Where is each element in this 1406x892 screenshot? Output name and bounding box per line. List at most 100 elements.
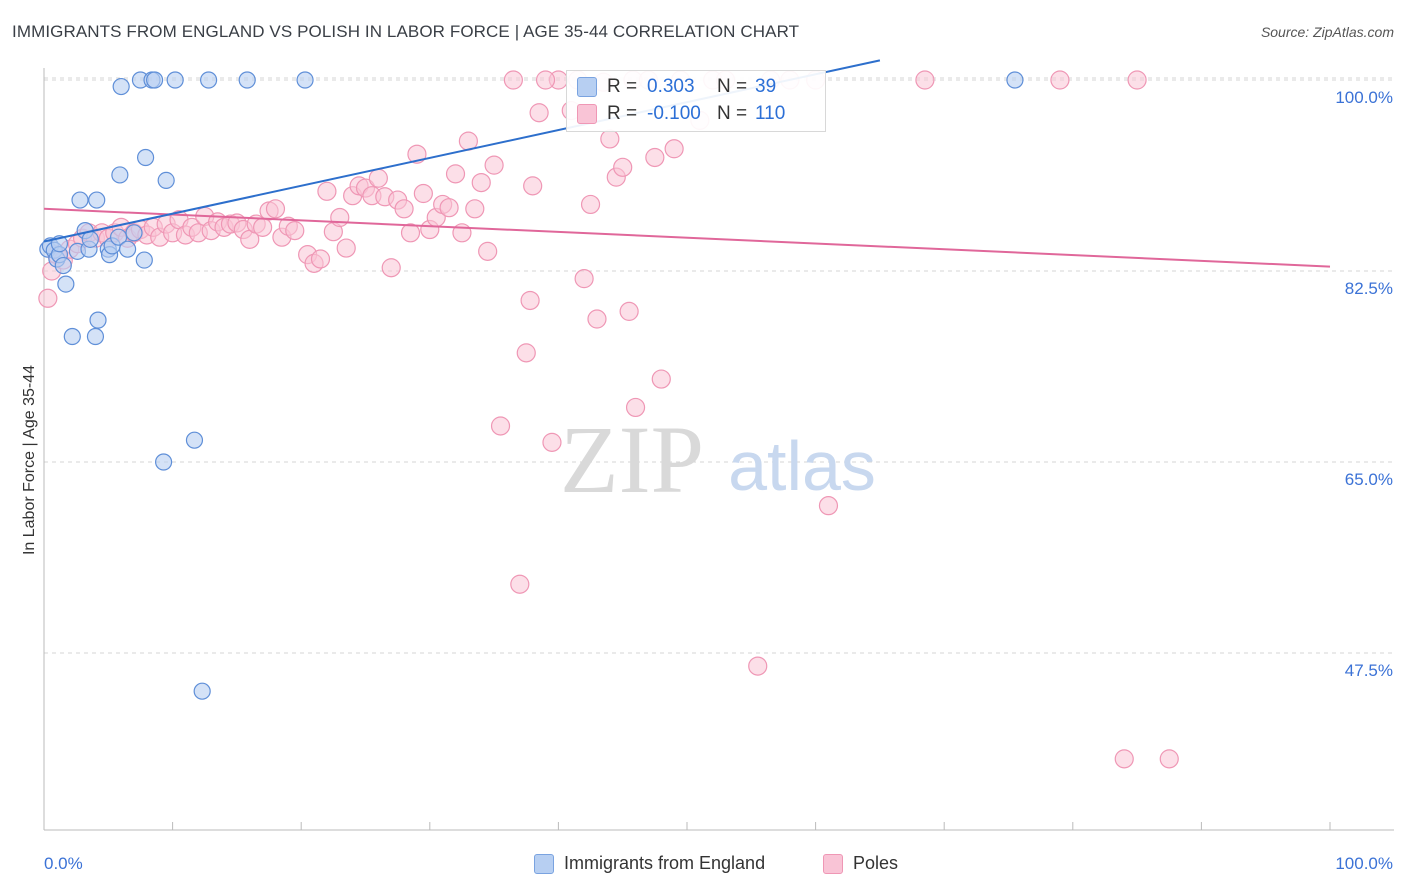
immigrants-point (1006, 71, 1024, 89)
immigrants-point (125, 224, 143, 242)
stats-box: R = 0.303 N = 39 R = -0.100 N = 110 (566, 70, 826, 132)
poles-point (368, 168, 388, 188)
poles-point (265, 199, 286, 219)
poles-point (651, 369, 671, 389)
poles-point (317, 181, 337, 201)
gridlines (44, 77, 1394, 654)
x-tick-label: 0.0% (44, 854, 83, 873)
immigrants-point (111, 166, 129, 184)
poles-point (413, 183, 433, 204)
poles-point (310, 249, 331, 269)
poles-point (285, 221, 305, 241)
poles-point (445, 164, 466, 184)
legend-label-immigrants: Immigrants from England (564, 853, 766, 873)
poles-point (748, 656, 768, 676)
watermark-zip: ZIP (560, 406, 704, 513)
legend-item-immigrants[interactable]: Immigrants from England (534, 853, 765, 874)
immigrants-point (86, 327, 105, 346)
poles-point (516, 343, 536, 363)
poles-point (336, 238, 356, 258)
immigrants-point (135, 251, 153, 269)
n-value: 39 (755, 76, 777, 97)
poles-point (465, 199, 485, 219)
immigrants-point (145, 71, 164, 89)
poles-point (1114, 749, 1134, 769)
poles-point (535, 70, 556, 90)
poles-point (619, 301, 639, 321)
immigrants-point (166, 71, 184, 89)
immigrants-point (71, 191, 89, 209)
poles-point (471, 172, 491, 193)
blue-legend-icon (534, 853, 554, 874)
immigrants-point (185, 431, 204, 449)
poles-point (330, 207, 350, 228)
poles-point (645, 147, 665, 168)
poles-point (400, 223, 421, 243)
y-axis-label: In Labor Force | Age 35-44 (21, 364, 38, 556)
immigrants-point (88, 191, 106, 209)
poles-point (600, 129, 620, 149)
poles-point (1159, 749, 1179, 769)
immigrants-point (157, 171, 175, 190)
legend-item-poles[interactable]: Poles (823, 853, 898, 874)
poles-point (1050, 70, 1070, 90)
pink-legend-icon (823, 853, 843, 874)
stats-row-pink: R = -0.100 N = 110 (577, 102, 785, 126)
immigrants-point (238, 71, 256, 89)
immigrants-point (193, 682, 211, 700)
chart-title: IMMIGRANTS FROM ENGLAND VS POLISH IN LAB… (12, 22, 800, 41)
x-tick-labels: 0.0% 100.0% (44, 854, 1393, 873)
immigrants-point (200, 71, 218, 89)
poles-point (520, 290, 540, 311)
poles-point (253, 217, 273, 237)
poles-point (580, 194, 601, 215)
poles-point (439, 198, 459, 218)
watermark: ZIP atlas (560, 406, 876, 513)
immigrants-point (54, 256, 72, 275)
poles-trend-line (43, 207, 1331, 268)
poles-point (381, 258, 401, 278)
watermark-atlas: atlas (728, 427, 876, 505)
immigrants-point (112, 77, 130, 96)
immigrants-point (154, 453, 173, 471)
poles-point (394, 199, 414, 219)
immigrants-point (57, 275, 75, 293)
n-label: N = (717, 103, 748, 124)
immigrants-point (63, 327, 81, 346)
immigrants-point (296, 71, 314, 89)
blue-swatch-icon (577, 77, 597, 97)
source-credit: Source: ZipAtlas.com (1260, 24, 1394, 40)
poles-point (510, 574, 530, 594)
immigrants-point (81, 230, 99, 248)
r-value: -0.100 (647, 103, 701, 124)
y-tick-label: 47.5% (1345, 661, 1393, 680)
poles-point (818, 496, 839, 516)
series-immigrants-from-england (39, 71, 1024, 700)
immigrants-point (89, 311, 107, 329)
stats-row-blue: R = 0.303 N = 39 (577, 75, 776, 99)
y-tick-labels: 100.0% 82.5% 65.0% 47.5% (1335, 88, 1393, 680)
poles-point (542, 432, 562, 452)
legend-label-poles: Poles (853, 853, 899, 873)
y-tick-label: 65.0% (1345, 470, 1393, 489)
axes (43, 68, 1394, 831)
n-value: 110 (755, 103, 786, 124)
y-tick-label: 100.0% (1335, 88, 1393, 107)
immigrants-point (136, 148, 155, 167)
poles-point (1127, 70, 1147, 90)
poles-point (38, 288, 58, 308)
poles-point (613, 157, 633, 177)
poles-point (503, 70, 523, 90)
poles-point (490, 416, 511, 436)
y-tick-label: 82.5% (1345, 279, 1393, 298)
poles-point (587, 309, 607, 329)
poles-point (478, 241, 498, 261)
r-label: R = (607, 103, 638, 124)
poles-point (484, 155, 504, 175)
poles-point (523, 176, 543, 196)
poles-point (664, 139, 684, 159)
immigrants-point (109, 228, 128, 246)
poles-point (529, 103, 549, 123)
r-value: 0.303 (647, 76, 695, 97)
